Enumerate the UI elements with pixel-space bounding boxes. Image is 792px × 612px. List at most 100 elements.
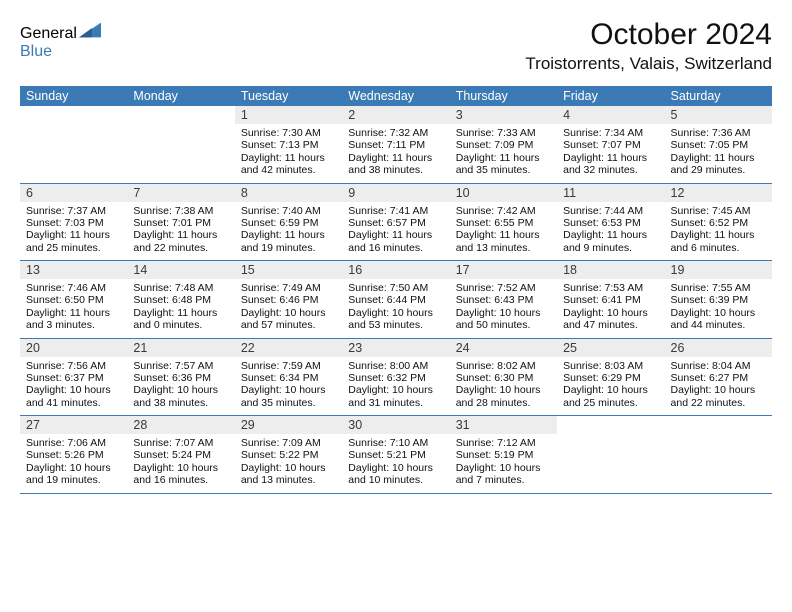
daynum-row: 12345 <box>20 106 772 124</box>
daylight-text: Daylight: 11 hours and 29 minutes. <box>671 152 766 177</box>
col-monday: Monday <box>127 86 234 106</box>
sunrise-text: Sunrise: 7:49 AM <box>241 282 336 294</box>
sunrise-text: Sunrise: 7:48 AM <box>133 282 228 294</box>
day-info-cell: Sunrise: 7:50 AMSunset: 6:44 PMDaylight:… <box>342 279 449 338</box>
daylight-text: Daylight: 10 hours and 38 minutes. <box>133 384 228 409</box>
day-info-cell: Sunrise: 7:07 AMSunset: 5:24 PMDaylight:… <box>127 434 234 493</box>
day-info-cell: Sunrise: 7:53 AMSunset: 6:41 PMDaylight:… <box>557 279 664 338</box>
col-wednesday: Wednesday <box>342 86 449 106</box>
day-number-cell: 25 <box>557 338 664 357</box>
sunrise-text: Sunrise: 7:44 AM <box>563 205 658 217</box>
day-number-cell: 11 <box>557 183 664 202</box>
day-info-cell: Sunrise: 7:06 AMSunset: 5:26 PMDaylight:… <box>20 434 127 493</box>
day-info-cell <box>665 434 772 493</box>
day-number-cell: 20 <box>20 338 127 357</box>
daylight-text: Daylight: 10 hours and 35 minutes. <box>241 384 336 409</box>
daylight-text: Daylight: 10 hours and 47 minutes. <box>563 307 658 332</box>
day-number-cell: 3 <box>450 106 557 124</box>
sunrise-text: Sunrise: 7:12 AM <box>456 437 551 449</box>
sunset-text: Sunset: 6:59 PM <box>241 217 336 229</box>
day-info-cell: Sunrise: 7:32 AMSunset: 7:11 PMDaylight:… <box>342 124 449 183</box>
sunrise-text: Sunrise: 7:53 AM <box>563 282 658 294</box>
day-info-cell: Sunrise: 7:57 AMSunset: 6:36 PMDaylight:… <box>127 357 234 416</box>
daylight-text: Daylight: 11 hours and 25 minutes. <box>26 229 121 254</box>
day-info-cell: Sunrise: 7:38 AMSunset: 7:01 PMDaylight:… <box>127 202 234 261</box>
day-number-cell <box>665 416 772 435</box>
sunset-text: Sunset: 7:11 PM <box>348 139 443 151</box>
logo: General Blue <box>20 18 101 61</box>
calendar-header-row: Sunday Monday Tuesday Wednesday Thursday… <box>20 86 772 106</box>
sunset-text: Sunset: 5:22 PM <box>241 449 336 461</box>
sunrise-text: Sunrise: 7:41 AM <box>348 205 443 217</box>
daylight-text: Daylight: 11 hours and 42 minutes. <box>241 152 336 177</box>
daynum-row: 13141516171819 <box>20 261 772 280</box>
logo-text: General Blue <box>20 18 101 61</box>
day-number-cell: 22 <box>235 338 342 357</box>
sunrise-text: Sunrise: 7:55 AM <box>671 282 766 294</box>
daylight-text: Daylight: 10 hours and 41 minutes. <box>26 384 121 409</box>
sunset-text: Sunset: 6:57 PM <box>348 217 443 229</box>
sunset-text: Sunset: 6:30 PM <box>456 372 551 384</box>
sunrise-text: Sunrise: 7:50 AM <box>348 282 443 294</box>
col-friday: Friday <box>557 86 664 106</box>
sunset-text: Sunset: 7:01 PM <box>133 217 228 229</box>
day-info-cell: Sunrise: 7:46 AMSunset: 6:50 PMDaylight:… <box>20 279 127 338</box>
day-info-cell: Sunrise: 7:33 AMSunset: 7:09 PMDaylight:… <box>450 124 557 183</box>
day-number-cell: 18 <box>557 261 664 280</box>
day-info-cell: Sunrise: 7:42 AMSunset: 6:55 PMDaylight:… <box>450 202 557 261</box>
sunset-text: Sunset: 7:13 PM <box>241 139 336 151</box>
day-info-cell: Sunrise: 7:40 AMSunset: 6:59 PMDaylight:… <box>235 202 342 261</box>
sunrise-text: Sunrise: 8:02 AM <box>456 360 551 372</box>
day-info-cell: Sunrise: 8:03 AMSunset: 6:29 PMDaylight:… <box>557 357 664 416</box>
info-row: Sunrise: 7:06 AMSunset: 5:26 PM Daylight:… <box>20 434 772 493</box>
day-number-cell: 23 <box>342 338 449 357</box>
day-info-cell: Sunrise: 7:30 AMSunset: 7:13 PMDaylight:… <box>235 124 342 183</box>
day-number-cell: 21 <box>127 338 234 357</box>
sunset-text: Sunset: 6:43 PM <box>456 294 551 306</box>
daylight-text: Daylight: 11 hours and 6 minutes. <box>671 229 766 254</box>
page-subtitle: Troistorrents, Valais, Switzerland <box>525 54 772 74</box>
daylight-text: Daylight: 10 hours and 10 minutes. <box>348 462 443 487</box>
day-info-cell: Sunrise: 7:36 AMSunset: 7:05 PMDaylight:… <box>665 124 772 183</box>
day-number-cell: 19 <box>665 261 772 280</box>
sunrise-text: Sunrise: 7:06 AM <box>26 437 121 449</box>
sunrise-text: Sunrise: 7:40 AM <box>241 205 336 217</box>
sunrise-text: Sunrise: 8:04 AM <box>671 360 766 372</box>
day-info-cell: Sunrise: 7:48 AMSunset: 6:48 PMDaylight:… <box>127 279 234 338</box>
daylight-text: Daylight: 10 hours and 57 minutes. <box>241 307 336 332</box>
day-number-cell <box>127 106 234 124</box>
sunset-text: Sunset: 5:21 PM <box>348 449 443 461</box>
sunset-text: Sunset: 6:53 PM <box>563 217 658 229</box>
day-number-cell: 16 <box>342 261 449 280</box>
sunrise-text: Sunrise: 7:42 AM <box>456 205 551 217</box>
title-block: October 2024 Troistorrents, Valais, Swit… <box>525 18 772 74</box>
day-info-cell: Sunrise: 7:49 AMSunset: 6:46 PMDaylight:… <box>235 279 342 338</box>
daylight-text: Daylight: 11 hours and 13 minutes. <box>456 229 551 254</box>
day-number-cell: 15 <box>235 261 342 280</box>
day-info-cell: Sunrise: 7:59 AMSunset: 6:34 PMDaylight:… <box>235 357 342 416</box>
daylight-text: Daylight: 10 hours and 44 minutes. <box>671 307 766 332</box>
day-info-cell: Sunrise: 7:09 AMSunset: 5:22 PMDaylight:… <box>235 434 342 493</box>
day-number-cell: 31 <box>450 416 557 435</box>
day-info-cell <box>557 434 664 493</box>
day-number-cell: 26 <box>665 338 772 357</box>
daylight-text: Daylight: 10 hours and 16 minutes. <box>133 462 228 487</box>
sunset-text: Sunset: 6:39 PM <box>671 294 766 306</box>
sunset-text: Sunset: 5:19 PM <box>456 449 551 461</box>
day-number-cell: 4 <box>557 106 664 124</box>
daylight-text: Daylight: 10 hours and 53 minutes. <box>348 307 443 332</box>
sunset-text: Sunset: 5:24 PM <box>133 449 228 461</box>
day-info-cell: Sunrise: 7:55 AMSunset: 6:39 PMDaylight:… <box>665 279 772 338</box>
daylight-text: Daylight: 10 hours and 50 minutes. <box>456 307 551 332</box>
day-number-cell: 7 <box>127 183 234 202</box>
day-info-cell: Sunrise: 8:04 AMSunset: 6:27 PMDaylight:… <box>665 357 772 416</box>
daylight-text: Daylight: 11 hours and 0 minutes. <box>133 307 228 332</box>
daylight-text: Daylight: 10 hours and 25 minutes. <box>563 384 658 409</box>
sunset-text: Sunset: 5:26 PM <box>26 449 121 461</box>
day-number-cell: 27 <box>20 416 127 435</box>
sunset-text: Sunset: 6:29 PM <box>563 372 658 384</box>
col-tuesday: Tuesday <box>235 86 342 106</box>
sunrise-text: Sunrise: 7:34 AM <box>563 127 658 139</box>
calendar-table: Sunday Monday Tuesday Wednesday Thursday… <box>20 86 772 494</box>
daynum-row: 6789101112 <box>20 183 772 202</box>
